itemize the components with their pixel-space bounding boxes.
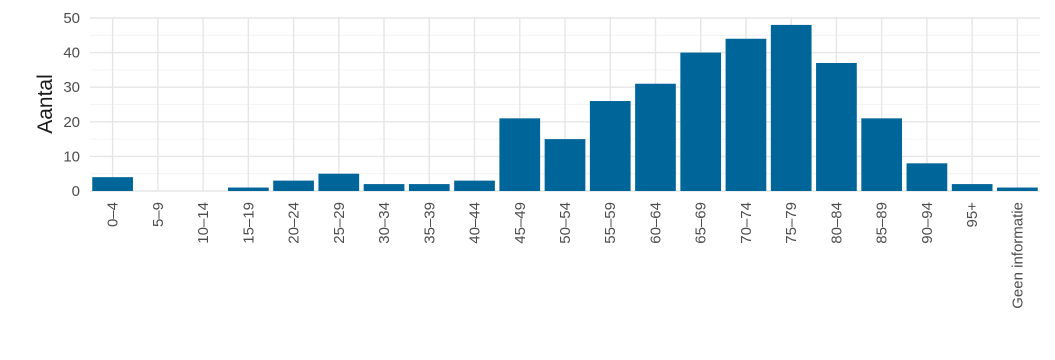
y-tick-label: 10 [63, 148, 80, 165]
y-tick-label: 40 [63, 45, 80, 62]
bar [273, 180, 314, 191]
x-tick-label: 25–29 [331, 202, 348, 244]
y-axis-label: Aantal [34, 74, 57, 134]
bar [454, 180, 495, 191]
y-tick-label: 20 [63, 114, 80, 131]
y-axis-ticks: 0 10 20 30 40 50 [63, 10, 80, 200]
bar [363, 184, 405, 191]
x-tick-label: 85–89 [874, 202, 891, 244]
x-tick-label: 50–54 [557, 202, 574, 244]
bar [680, 52, 722, 191]
x-tick-label: 5–9 [150, 202, 167, 227]
x-tick-label: 80–84 [828, 202, 845, 244]
x-tick-label: 60–64 [647, 202, 664, 244]
bar [906, 163, 948, 191]
x-tick-label: 30–34 [376, 202, 393, 244]
x-tick-label: 75–79 [783, 202, 800, 244]
x-axis-ticks: 0–4 5–9 10–14 15–19 20–24 25–29 30–34 35–39 40–4… [105, 202, 1027, 309]
bar [318, 173, 360, 191]
x-tick-label: 0–4 [105, 202, 122, 227]
bars [92, 24, 1038, 192]
bar [408, 184, 450, 191]
bar [770, 24, 812, 192]
x-tick-label: 10–14 [195, 202, 212, 244]
y-tick-label: 50 [63, 10, 80, 27]
bar [635, 83, 676, 191]
bar [951, 184, 993, 191]
bar [816, 62, 857, 192]
bar [997, 187, 1038, 191]
bar [544, 139, 586, 191]
y-tick-label: 30 [63, 79, 80, 96]
x-tick-label: 45–49 [512, 202, 529, 244]
bar [589, 101, 631, 191]
x-tick-label: 55–59 [602, 202, 619, 244]
bar [725, 38, 767, 192]
bar [227, 187, 269, 191]
bar [92, 177, 133, 191]
x-tick-label: 90–94 [919, 202, 936, 244]
x-tick-label: Geen informatie [1009, 202, 1026, 309]
bar [861, 118, 903, 191]
x-tick-label: 20–24 [286, 202, 303, 244]
x-tick-label: 95+ [964, 202, 981, 228]
x-tick-label: 35–39 [421, 202, 438, 244]
x-tick-label: 65–69 [693, 202, 710, 244]
x-tick-label: 70–74 [738, 202, 755, 244]
x-tick-label: 15–19 [240, 202, 257, 244]
y-tick-label: 0 [72, 183, 80, 200]
bar [499, 118, 541, 191]
x-tick-label: 40–44 [467, 202, 484, 244]
